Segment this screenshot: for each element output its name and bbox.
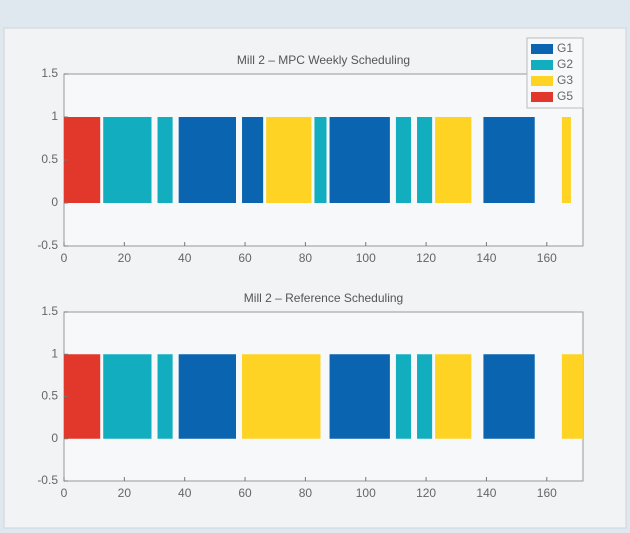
- x-tick-label: 100: [356, 486, 376, 500]
- chart-title: Mill 2 – Reference Scheduling: [244, 291, 403, 305]
- x-tick-label: 120: [416, 486, 436, 500]
- x-tick-label: 120: [416, 251, 436, 265]
- x-tick-label: 80: [299, 486, 313, 500]
- y-tick-label: 1: [51, 346, 58, 360]
- legend-swatch: [531, 76, 553, 86]
- schedule-block: [435, 117, 472, 203]
- x-tick-label: 80: [299, 251, 313, 265]
- schedule-block: [314, 117, 327, 203]
- chart-title: Mill 2 – MPC Weekly Scheduling: [237, 53, 410, 67]
- x-tick-label: 60: [238, 251, 252, 265]
- x-tick-label: 0: [61, 251, 68, 265]
- schedule-block: [157, 354, 173, 439]
- schedule-block: [242, 117, 264, 203]
- x-tick-label: 40: [178, 251, 192, 265]
- y-tick-label: -0.5: [37, 473, 58, 487]
- schedule-block: [561, 354, 583, 439]
- x-tick-label: 20: [118, 251, 132, 265]
- schedule-block: [417, 354, 433, 439]
- y-tick-label: 0.5: [41, 152, 58, 166]
- schedule-block: [435, 354, 472, 439]
- schedule-block: [178, 117, 236, 203]
- schedule-block: [242, 354, 321, 439]
- x-tick-label: 0: [61, 486, 68, 500]
- y-tick-label: 0: [51, 431, 58, 445]
- schedule-block: [417, 117, 433, 203]
- legend-swatch: [531, 60, 553, 70]
- legend-swatch: [531, 44, 553, 54]
- schedule-block: [266, 117, 312, 203]
- schedule-block: [395, 117, 412, 203]
- schedule-block: [64, 354, 101, 439]
- schedule-block: [178, 354, 236, 439]
- legend-label: G2: [557, 57, 573, 71]
- x-tick-label: 160: [537, 251, 557, 265]
- x-tick-label: 160: [537, 486, 557, 500]
- y-tick-label: 1.5: [41, 304, 58, 318]
- schedule-block: [157, 117, 173, 203]
- y-tick-label: 1.5: [41, 66, 58, 80]
- schedule-block: [64, 117, 101, 203]
- schedule-block: [561, 117, 571, 203]
- legend-label: G5: [557, 89, 573, 103]
- y-tick-label: 0.5: [41, 389, 58, 403]
- schedule-block: [329, 117, 390, 203]
- x-tick-label: 140: [476, 251, 496, 265]
- x-tick-label: 140: [476, 486, 496, 500]
- schedule-block: [103, 117, 152, 203]
- y-tick-label: -0.5: [37, 238, 58, 252]
- legend-label: G1: [557, 41, 573, 55]
- y-tick-label: 1: [51, 109, 58, 123]
- schedule-block: [103, 354, 152, 439]
- schedule-block: [395, 354, 412, 439]
- x-tick-label: 60: [238, 486, 252, 500]
- schedule-block: [483, 117, 535, 203]
- y-tick-label: 0: [51, 195, 58, 209]
- schedule-block: [483, 354, 535, 439]
- legend-label: G3: [557, 73, 573, 87]
- x-tick-label: 40: [178, 486, 192, 500]
- schedule-block: [329, 354, 390, 439]
- legend-swatch: [531, 92, 553, 102]
- x-tick-label: 20: [118, 486, 132, 500]
- x-tick-label: 100: [356, 251, 376, 265]
